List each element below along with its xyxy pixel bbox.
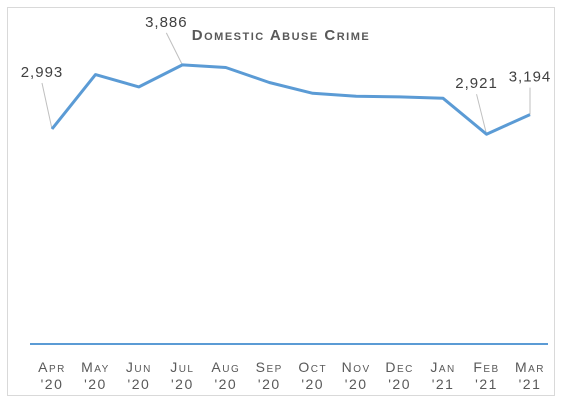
- x-tick-label-10: Feb '21: [473, 359, 499, 392]
- leader-line-3: [165, 32, 183, 66]
- chart-title: Domestic Abuse Crime: [191, 27, 371, 44]
- data-label-10: 2,921: [455, 75, 498, 92]
- x-tick-label-8: Dec '20: [385, 359, 414, 392]
- x-tick-label-2: Jun '20: [126, 359, 152, 392]
- data-label-11: 3,194: [509, 69, 552, 86]
- x-tick-label-0: Apr '20: [38, 359, 66, 392]
- chart-frame: [7, 7, 555, 396]
- x-tick-label-11: Mar '21: [515, 359, 545, 392]
- x-tick-label-4: Aug '20: [211, 359, 240, 392]
- x-tick-label-1: May '20: [81, 359, 110, 392]
- leader-line-10: [476, 94, 488, 135]
- x-tick-label-3: Jul '20: [170, 359, 194, 392]
- data-label-0: 2,993: [21, 64, 64, 81]
- x-tick-label-6: Oct '20: [298, 359, 327, 392]
- x-tick-label-5: Sep '20: [256, 359, 283, 392]
- leader-line-0: [41, 82, 53, 130]
- series-line: [50, 63, 531, 136]
- x-tick-label-9: Jan '21: [430, 359, 455, 392]
- x-tick-label-7: Nov '20: [342, 359, 371, 392]
- data-label-3: 3,886: [145, 14, 188, 31]
